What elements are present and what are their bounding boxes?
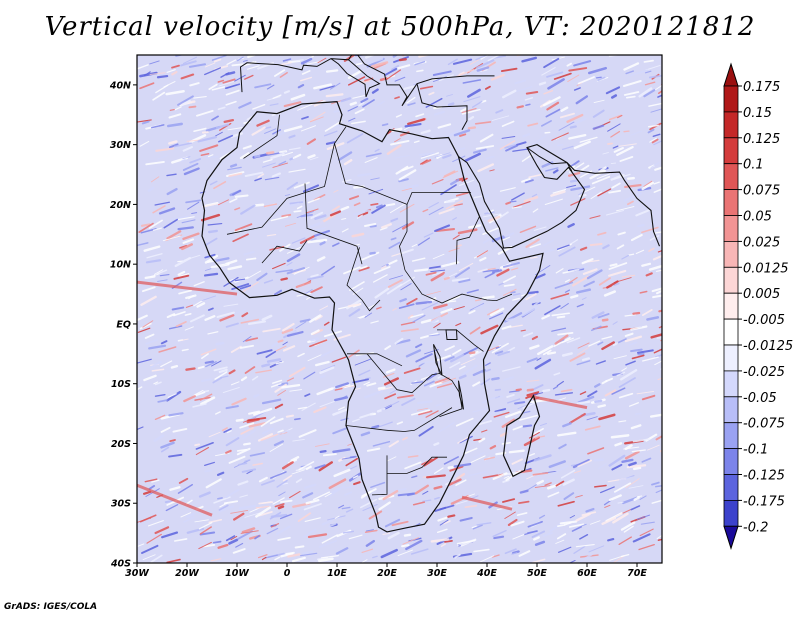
colorbar-swatch <box>723 292 739 320</box>
lon-tick-label: 50E <box>527 568 547 579</box>
lon-tick-label: 40E <box>476 568 497 579</box>
country-border <box>226 143 335 235</box>
country-border <box>456 216 480 265</box>
country-border <box>386 455 447 474</box>
africa-coastline <box>201 100 544 533</box>
levant-coastline <box>416 83 468 130</box>
lon-tick-label: 60E <box>577 568 597 579</box>
country-border <box>347 353 403 367</box>
velocity-field <box>137 55 662 563</box>
colorbar-swatch <box>723 266 739 294</box>
arabia-coastline <box>458 144 661 249</box>
country-border <box>371 473 388 496</box>
country-border <box>345 425 388 431</box>
lat-tick-label: 10N <box>110 260 131 271</box>
country-border <box>399 204 408 271</box>
colorbar-swatch <box>723 85 739 113</box>
lat-tick-label: 20S <box>111 439 131 450</box>
colorbar-swatch <box>723 499 739 527</box>
colorbar-swatch <box>723 474 739 501</box>
colorbar-label: 0.075 <box>743 184 780 199</box>
colorbar-label: -0.125 <box>743 469 785 484</box>
country-border <box>261 240 308 264</box>
country-border <box>304 183 363 265</box>
lat-tick-label: EQ <box>116 319 131 330</box>
lat-tick-label: 30N <box>110 140 131 151</box>
colorbar-label: -0.2 <box>743 520 768 535</box>
colorbar-swatch <box>723 422 739 450</box>
country-border <box>334 126 471 205</box>
map-frame <box>136 54 663 564</box>
colorbar-label: -0.05 <box>743 391 777 406</box>
colorbar-label: -0.175 <box>743 494 785 509</box>
colorbar-swatch <box>723 344 739 372</box>
lat-tick-label: 40N <box>109 80 131 91</box>
colorbar-label: 0.0125 <box>743 261 789 276</box>
colorbar-label: -0.1 <box>743 443 768 458</box>
colorbar-label: -0.0125 <box>743 339 793 354</box>
colorbar-label: 0.05 <box>743 210 772 225</box>
lake-outline <box>445 329 458 340</box>
colorbar-swatch <box>723 111 739 139</box>
colorbar-label: -0.025 <box>743 365 785 380</box>
europe-coastline <box>239 55 495 107</box>
colorbar-swatch <box>723 163 739 190</box>
colorbar-label: 0.175 <box>743 80 780 95</box>
country-border <box>366 353 440 394</box>
latitude-axis: 40N 30N 20N 10N EQ 10S 20S 30S 40S <box>109 80 137 570</box>
colorbar-swatch <box>723 448 739 475</box>
lon-tick-label: 10W <box>225 568 249 579</box>
colorbar-label: 0.1 <box>743 158 764 173</box>
lon-tick-label: 0 <box>284 568 291 579</box>
colorbar-over-arrow <box>723 62 739 87</box>
iran-coastline <box>526 147 573 172</box>
colorbar-label: 0.125 <box>743 132 780 147</box>
grads-credit: GrADS: IGES/COLA <box>4 602 98 612</box>
italy-coastline <box>330 58 381 97</box>
country-border <box>386 407 453 432</box>
longitude-axis: 30W 20W 10W 0 10E 20E 30E 40E 50E 60E 70E <box>125 563 647 579</box>
coastlines-and-borders <box>201 55 661 533</box>
chart-title: Vertical velocity [m/s] at 500hPa, VT: 2… <box>44 12 756 42</box>
lon-tick-label: 30W <box>125 568 149 579</box>
madagascar-coastline <box>502 394 541 478</box>
colorbar-label: 0.025 <box>743 235 780 250</box>
lon-tick-label: 20E <box>377 568 397 579</box>
colorbar-label: 0.005 <box>743 287 780 302</box>
colorbar-swatch <box>723 370 739 398</box>
colorbar-label: -0.075 <box>743 417 785 432</box>
lake-outline <box>433 344 443 376</box>
country-border <box>434 350 463 417</box>
colorbar-swatch <box>723 396 739 424</box>
lat-tick-label: 30S <box>111 499 131 510</box>
colorbar-label: 0.15 <box>743 106 772 121</box>
lon-tick-label: 30E <box>427 568 447 579</box>
lat-tick-label: 10S <box>111 379 131 390</box>
country-border <box>404 269 513 304</box>
lon-tick-label: 10E <box>327 568 347 579</box>
country-border <box>346 247 381 312</box>
lake-outline <box>458 380 464 410</box>
colorbar-swatch <box>723 318 739 346</box>
country-border <box>243 114 280 159</box>
colorbar-under-arrow <box>723 525 739 550</box>
lat-tick-label: 20N <box>110 200 131 211</box>
colorbar-swatch <box>723 215 739 242</box>
lon-tick-label: 70E <box>627 568 647 579</box>
colorbar-swatch <box>723 240 739 268</box>
colorbar-label: -0.005 <box>743 313 785 328</box>
colorbar: 0.175 0.15 0.125 0.1 0.075 0.05 0.025 0.0125 0.0… <box>723 62 793 550</box>
lat-tick-label: 40S <box>110 559 131 570</box>
colorbar-swatch <box>723 189 739 216</box>
colorbar-swatch <box>723 137 739 165</box>
lon-tick-label: 20W <box>175 568 199 579</box>
